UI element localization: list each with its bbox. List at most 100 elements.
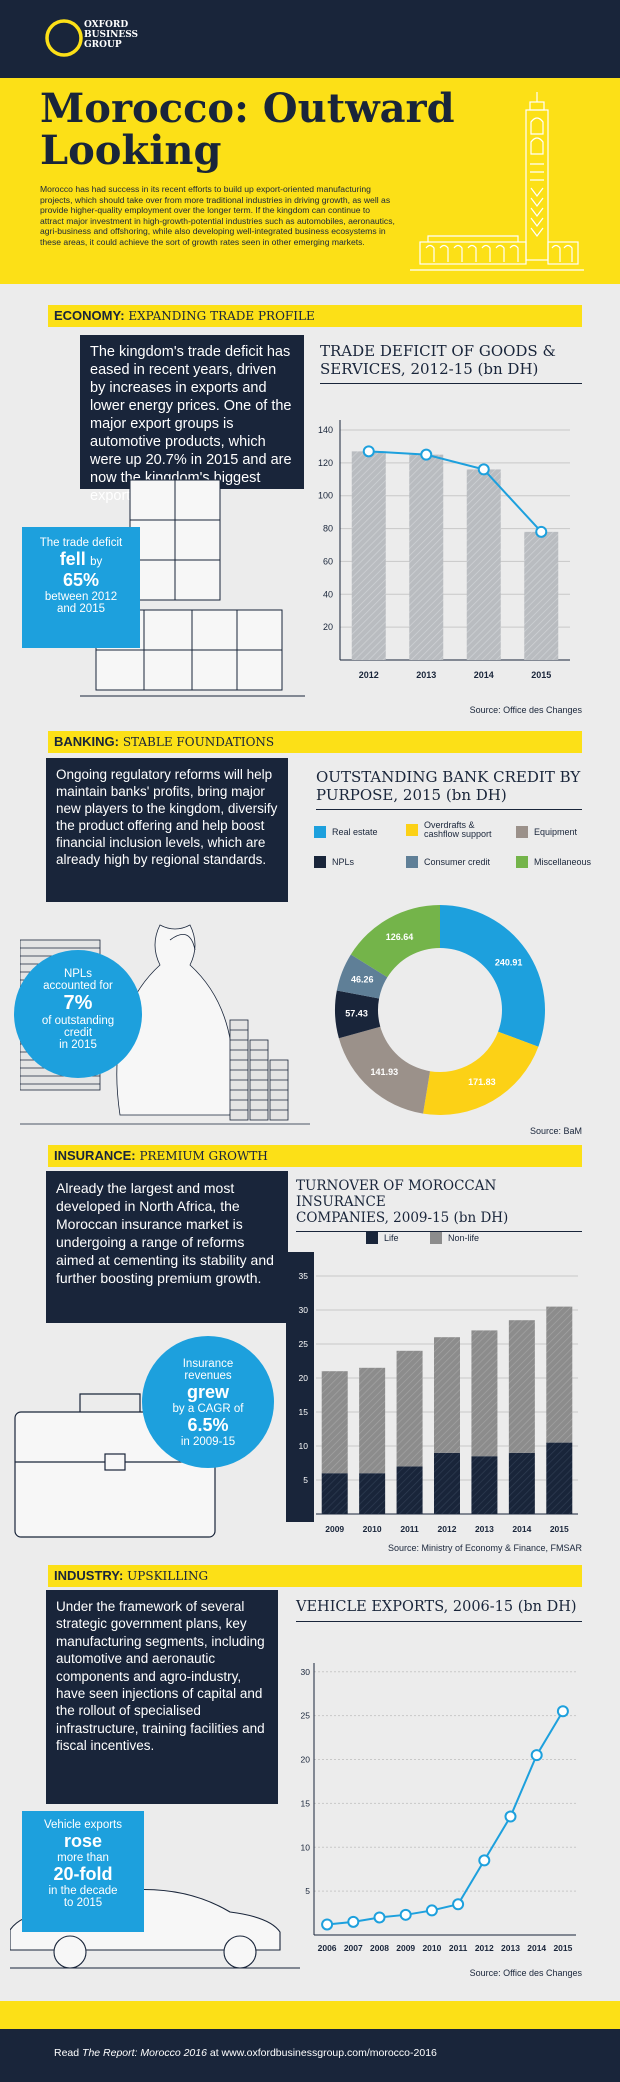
callout-line: revenues [184, 1370, 232, 1382]
x-tick-label: 2014 [474, 670, 494, 680]
legend-label: Consumer credit [424, 857, 491, 867]
banking-source: Source: BaM [529, 1126, 582, 1136]
data-point [477, 463, 490, 476]
industry-source: Source: Office des Changes [469, 1968, 582, 1978]
legend-swatch [314, 856, 326, 868]
callout-value: 6.5% [187, 1415, 229, 1435]
slice-label: 240.91 [495, 957, 523, 967]
legend-label: Equipment [534, 827, 578, 837]
section-subtitle: EXPANDING TRADE PROFILE [124, 309, 315, 323]
donut-slice [336, 954, 388, 999]
bar [524, 531, 559, 660]
slice-label: 141.93 [371, 1067, 399, 1077]
y-tick-label: 120 [318, 458, 333, 468]
y-tick-label: 140 [318, 425, 333, 435]
section-label: INSURANCE: [54, 1148, 136, 1163]
title-line1: Morocco: Outward [40, 85, 455, 132]
data-point [373, 1911, 386, 1924]
bar-non-life [546, 1306, 573, 1443]
bar [351, 451, 386, 660]
insurance-text-box: Already the largest and most developed i… [46, 1171, 288, 1323]
title-line2: Looking [40, 127, 222, 174]
slice-label: 126.64 [386, 932, 414, 942]
callout-line: of outstanding [41, 1015, 115, 1027]
section-subtitle: UPSKILLING [123, 1569, 209, 1583]
bar-life [508, 1452, 535, 1514]
slice-label: 57.43 [345, 1009, 368, 1019]
legend-consumer-credit: Consumer credit [406, 856, 490, 868]
y-tick-label: 20 [301, 1755, 311, 1765]
slice-label: 171.83 [468, 1077, 496, 1087]
callout-line: Vehicle exports [44, 1819, 122, 1831]
section-header-industry: INDUSTRY: UPSKILLING [48, 1565, 582, 1587]
callout-value: 65% [62, 570, 100, 590]
donut-slice [335, 990, 381, 1039]
callout-line: accounted for [43, 980, 113, 992]
trend-line [368, 450, 542, 533]
x-tick-label: 2010 [422, 1943, 441, 1953]
section-header-banking: BANKING: STABLE FOUNDATIONS [48, 731, 582, 753]
footer-link[interactable]: at www.oxfordbusinessgroup.com/morocco-2… [206, 2047, 437, 2059]
callout-line: in the decade [48, 1885, 118, 1897]
legend-real-estate: Real estate [314, 826, 378, 838]
callout-emphasis: grew [186, 1382, 229, 1402]
data-point [321, 1918, 334, 1931]
bar-non-life [508, 1320, 535, 1453]
donut-slice [423, 1031, 539, 1115]
x-tick-label: 2012 [359, 670, 379, 680]
page-title: Morocco: Outward Looking [40, 88, 455, 172]
callout-line: in 2015 [59, 1039, 97, 1051]
x-tick-label: 2013 [416, 670, 436, 680]
vehicle-exports-chart: 5 10 15 20 25 30 2006 2007 2008 2009 2010 2011 2012 2… [301, 1663, 576, 1953]
section-header-economy: ECONOMY: EXPANDING TRADE PROFILE [48, 305, 582, 327]
logo-line2: BUSINESS [84, 30, 139, 40]
bank-credit-chart-title: OUTSTANDING BANK CREDIT BY PURPOSE, 2015… [316, 768, 582, 810]
data-point [425, 1904, 438, 1917]
legend-label: Miscellaneous [534, 857, 592, 867]
section-subtitle: PREMIUM GROWTH [135, 1149, 268, 1163]
trade-deficit-chart: 20 40 60 80 100 120 140 2012 2013 2014 2015 [318, 420, 570, 680]
y-tick-label: 10 [299, 1441, 309, 1451]
callout-line: and 2015 [57, 603, 105, 615]
footer-strip [0, 2001, 620, 2029]
vehicle-exports-chart-title: VEHICLE EXPORTS, 2006-15 (bn DH) [296, 1598, 582, 1622]
industry-text-box: Under the framework of several strategic… [46, 1590, 278, 1804]
chart-title-line2: COMPANIES, 2009-15 (bn DH) [296, 1210, 509, 1226]
callout-line: The trade deficit [39, 537, 123, 549]
legend-swatch [516, 826, 528, 838]
bar-life [434, 1452, 460, 1514]
legend-swatch [366, 1232, 378, 1244]
legend-swatch [314, 826, 326, 838]
insurance-callout: Insurance revenues grew by a CAGR of 6.5… [142, 1336, 274, 1468]
data-point [504, 1810, 517, 1823]
obg-logo: OXFORD BUSINESS GROUP [44, 18, 204, 64]
legend-label: Non-life [448, 1233, 480, 1243]
data-point [362, 445, 375, 458]
y-tick-label: 25 [301, 1711, 311, 1721]
bar-non-life [471, 1330, 498, 1457]
callout-line: between 2012 [44, 591, 118, 603]
trade-deficit-chart-title: TRADE DEFICIT OF GOODS & SERVICES, 2012-… [320, 342, 582, 384]
legend-miscellaneous: Miscellaneous [516, 856, 591, 868]
data-point [530, 1749, 543, 1762]
legend-label: NPLs [332, 857, 355, 867]
x-tick-label: 2012 [475, 1943, 494, 1953]
callout-line: by a CAGR of [172, 1403, 244, 1415]
bar [409, 454, 444, 660]
mosque-illustration [410, 92, 584, 271]
x-tick-label: 2008 [370, 1943, 389, 1953]
x-tick-label: 2015 [553, 1943, 572, 1953]
insurance-chart-title: TURNOVER OF MOROCCAN INSURANCE COMPANIES… [296, 1178, 582, 1232]
x-tick-label: 2015 [531, 670, 551, 680]
legend-equipment: Equipment [516, 826, 577, 838]
footer-pre: Read [54, 2047, 83, 2059]
section-header-insurance: INSURANCE: PREMIUM GROWTH [48, 1145, 582, 1167]
chart-title-line1: OUTSTANDING BANK CREDIT BY [316, 768, 581, 786]
bar-life [546, 1442, 573, 1514]
insurance-turnover-chart: 5 10 15 20 25 30 35 2009 2010 2011 2012 2013 2014 201… [286, 1252, 578, 1534]
footer-report-title: The Report: Morocco 2016 [82, 2047, 207, 2059]
bar-life [321, 1473, 348, 1514]
footer-text: Read The Report: Morocco 2016 at www.oxf… [54, 2047, 437, 2059]
chart-title-line1: TRADE DEFICIT OF GOODS & [320, 342, 556, 360]
y-tick-label: 25 [299, 1339, 309, 1349]
